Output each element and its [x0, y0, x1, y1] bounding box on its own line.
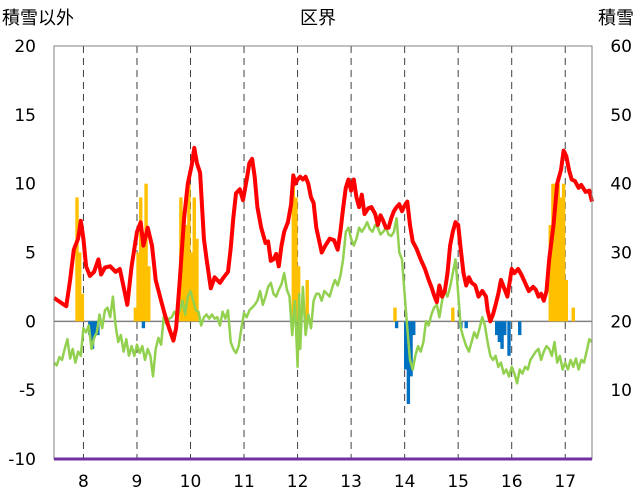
x-tick-label: 15: [447, 472, 469, 492]
negative-bar-4: [141, 321, 146, 329]
snow-bar-23: [551, 183, 555, 322]
snow-bar-27: [561, 183, 566, 322]
x-tick-label: 17: [554, 472, 576, 492]
snow-bar-24: [553, 183, 558, 322]
negative-bar-1: [90, 321, 95, 349]
left-tick-label: 5: [25, 244, 36, 264]
negative-bar-17: [518, 321, 522, 336]
left-axis-ticks: 20 15 10 5 0 -5 -10: [8, 37, 36, 470]
right-axis-ticks: 60 50 40 30 20 10: [610, 37, 632, 401]
snow-bar-22: [548, 224, 552, 322]
negative-bar-2: [93, 321, 97, 336]
right-tick-label: 40: [610, 175, 632, 195]
snow-bar-11: [184, 224, 188, 322]
x-tick-label: 13: [340, 472, 362, 492]
right-tick-label: 30: [610, 244, 632, 264]
negative-bar-13: [497, 321, 502, 342]
snow-bar-8: [147, 266, 151, 322]
green-series-line: [53, 216, 593, 385]
x-axis-ticks: 8 9 10 11 12 13 14 15 16 17: [78, 472, 576, 492]
snow-bar-20: [393, 307, 397, 322]
snow-bar-7: [144, 183, 148, 322]
snow-bar-1: [77, 252, 82, 322]
negative-bar-9: [412, 321, 416, 336]
x-tick-label: 10: [180, 472, 202, 492]
snow-bar-10: [181, 211, 186, 322]
right-tick-label: 20: [610, 312, 632, 332]
negative-bar-7: [406, 321, 411, 404]
right-tick-label: 10: [610, 381, 632, 401]
snow-bar-3: [133, 307, 138, 322]
snow-bar-0: [75, 197, 79, 322]
snow-bar-14: [192, 197, 196, 322]
snow-bar-28: [564, 280, 569, 322]
x-tick-label: 14: [394, 472, 416, 492]
negative-bar-15: [503, 321, 507, 336]
right-tick-label: 50: [610, 106, 632, 126]
snow-bar-5: [139, 197, 143, 322]
left-tick-label: 10: [14, 175, 36, 195]
left-tick-label: -10: [8, 450, 36, 470]
red-series-line: [52, 145, 594, 343]
negative-bar-12: [495, 321, 499, 336]
x-tick-label: 8: [78, 472, 89, 492]
snow-bar-4: [136, 252, 140, 322]
negative-bar-8: [409, 321, 413, 377]
left-axis-label: 積雪以外: [2, 8, 74, 29]
snow-bar-6: [141, 238, 146, 322]
left-tick-label: 15: [14, 106, 36, 126]
snow-bar-2: [80, 293, 85, 322]
x-tick-label: 9: [132, 472, 143, 492]
snow-bar-29: [571, 307, 575, 322]
left-tick-label: 0: [25, 312, 36, 332]
negative-bar-11: [464, 321, 468, 329]
left-tick-label: 20: [14, 37, 36, 57]
snow-bar-13: [189, 252, 194, 322]
snow-bar-26: [559, 197, 563, 322]
right-tick-label: 60: [610, 37, 632, 57]
snow-bar-15: [195, 238, 199, 322]
x-tick-label: 12: [287, 472, 309, 492]
snow-bar-17: [294, 197, 298, 322]
snow-bar-21: [451, 307, 455, 322]
negative-bar-5: [394, 321, 399, 329]
snow-bar-16: [291, 183, 295, 322]
chart-title: 区界: [300, 8, 336, 29]
snow-bar-19: [305, 280, 309, 322]
right-axis-label: 積雪: [598, 8, 634, 29]
snow-bar-12: [187, 183, 191, 322]
negative-bar-16: [507, 321, 511, 356]
x-tick-label: 11: [233, 472, 255, 492]
left-tick-label: -5: [19, 381, 36, 401]
negative-bar-6: [404, 321, 408, 370]
snow-bar-25: [556, 183, 560, 322]
x-tick-label: 16: [501, 472, 523, 492]
negative-bar-14: [500, 321, 504, 349]
